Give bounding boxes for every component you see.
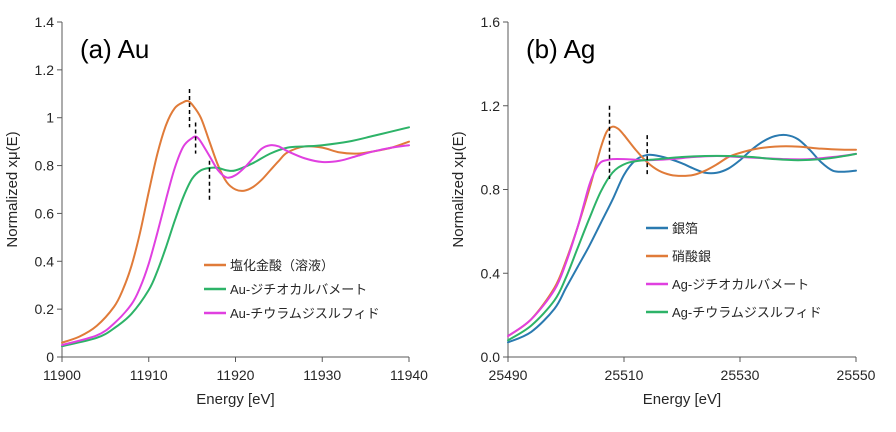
- panel-label: (b) Ag: [526, 34, 595, 64]
- y-tick-label: 1.4: [35, 14, 55, 30]
- y-tick-label: 0.2: [35, 301, 55, 317]
- y-tick-label: 1: [46, 110, 54, 126]
- x-tick-label: 25490: [489, 367, 528, 383]
- y-tick-label: 0.8: [481, 182, 501, 198]
- y-tick-label: 0.8: [35, 158, 55, 174]
- y-tick-label: 1.6: [481, 14, 501, 30]
- panel-ag: 0.0 0.4 0.8 1.2 1.6 25490 25510 25530 25550 Energ…: [450, 14, 876, 408]
- y-axis-title: Normalized xμ(E): [4, 131, 21, 247]
- x-axis-title: Energy [eV]: [196, 391, 274, 408]
- x-tick-label: 11930: [303, 367, 341, 383]
- x-tick-label: 11900: [43, 367, 81, 383]
- legend-entry: Au-チウラムジスルフィド: [230, 306, 380, 321]
- y-tick-label: 0.4: [481, 265, 501, 281]
- x-tick-label: 11910: [130, 367, 168, 383]
- legend-entry: 硝酸銀: [672, 249, 711, 264]
- x-tick-label: 25550: [837, 367, 876, 383]
- panel-label: (a) Au: [80, 34, 149, 64]
- y-tick-label: 1.2: [35, 62, 55, 78]
- legend-entry: 銀箔: [672, 221, 698, 236]
- y-tick-label: 0.6: [35, 205, 55, 221]
- legend-entry: Ag-チウラムジスルフィド: [672, 305, 822, 320]
- x-tick-label: 11940: [390, 367, 428, 383]
- y-axis-title: Normalized xμ(E): [450, 131, 467, 247]
- series-line-3: [507, 152, 857, 342]
- series-line-0: [61, 99, 410, 344]
- legend-entry: Ag-ジチオカルバメート: [672, 277, 809, 292]
- y-tick-label: 0: [46, 349, 54, 365]
- x-tick-label: 25530: [721, 367, 760, 383]
- series-line-2: [61, 135, 410, 347]
- legend-entry: Au-ジチオカルバメート: [230, 282, 367, 297]
- panel-au: 0 0.2 0.4 0.6 0.8 1 1.2 1.4 11900 11910 11920 11930…: [4, 14, 428, 408]
- y-tick-label: 1.2: [481, 98, 501, 114]
- legend-entry: 塩化金酸（溶液）: [230, 258, 334, 273]
- x-tick-label: 25510: [605, 367, 644, 383]
- y-tick-label: 0.4: [35, 253, 55, 269]
- series-line-0: [507, 133, 857, 344]
- x-tick-label: 11920: [217, 367, 255, 383]
- x-axis-title: Energy [eV]: [643, 391, 721, 408]
- y-tick-label: 0.0: [481, 349, 501, 365]
